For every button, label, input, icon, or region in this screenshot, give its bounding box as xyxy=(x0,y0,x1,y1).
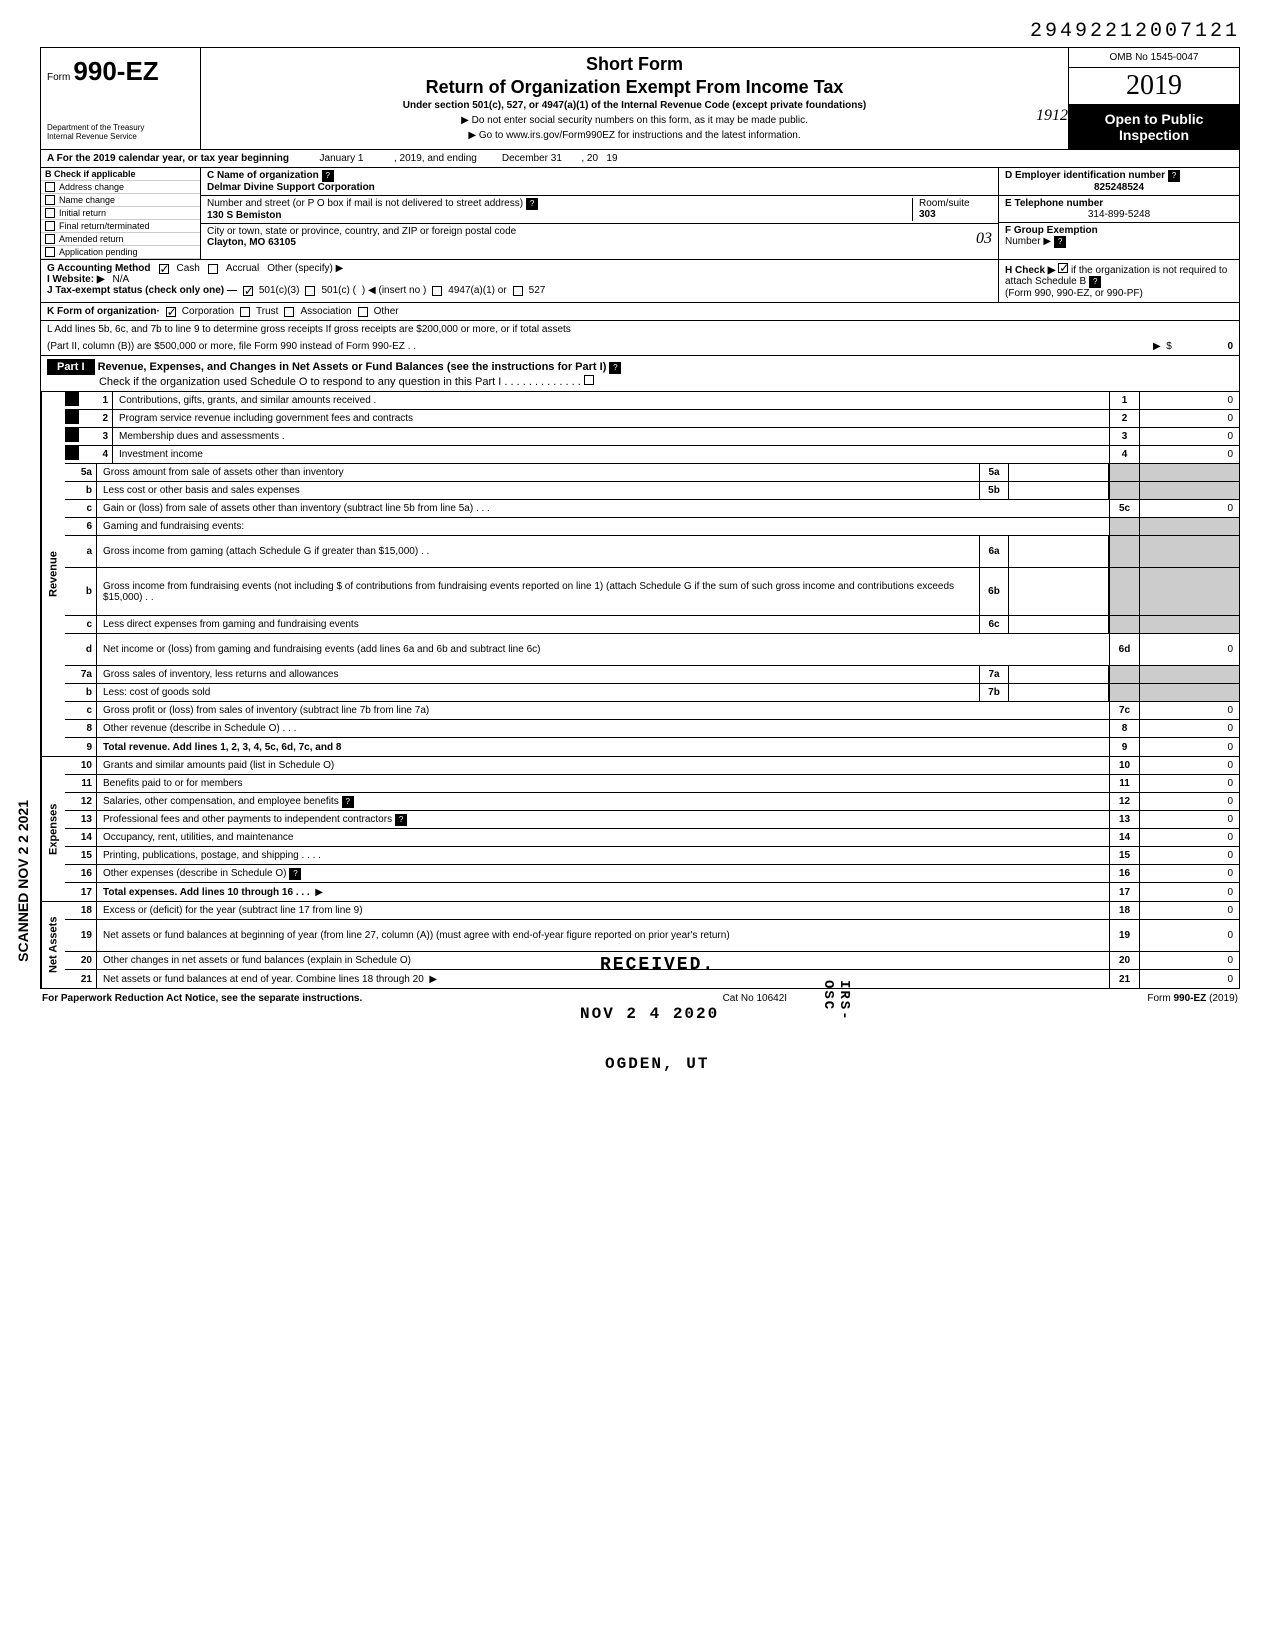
checkbox-cash[interactable] xyxy=(159,264,169,274)
expenses-label: Expenses xyxy=(41,757,65,901)
form-number: 990-EZ xyxy=(73,56,158,86)
irs-stamp: IRS-OSC xyxy=(820,980,852,1022)
short-form-label: Short Form xyxy=(211,54,1058,75)
row-a-calendar-year: A For the 2019 calendar year, or tax yea… xyxy=(40,150,1240,168)
catalog-number: Cat No 10642I xyxy=(723,993,788,1004)
website-value: N/A xyxy=(113,274,130,285)
tax-year: 2019 xyxy=(1069,68,1239,105)
help-icon[interactable]: ? xyxy=(1089,276,1101,288)
room-number: 303 xyxy=(919,209,936,220)
form-reference: Form 990-EZ (2019) xyxy=(1147,993,1238,1004)
street-label: Number and street (or P O box if mail is… xyxy=(207,198,523,209)
checkbox-corporation[interactable] xyxy=(166,307,176,317)
schedule-b-label: H Check ▶ xyxy=(1005,265,1055,276)
checkbox-schedule-b[interactable] xyxy=(1058,263,1068,273)
expenses-section: Expenses 10Grants and similar amounts pa… xyxy=(40,757,1240,902)
revenue-label: Revenue xyxy=(41,392,65,756)
accounting-label: G Accounting Method xyxy=(47,263,151,274)
help-icon[interactable]: ? xyxy=(526,198,538,210)
handwritten-code: 03 xyxy=(976,230,992,248)
omb-number: OMB No 1545-0047 xyxy=(1069,48,1239,68)
checkbox-schedule-o[interactable] xyxy=(584,375,594,385)
help-icon[interactable]: ? xyxy=(322,170,334,182)
public-inspection: Open to Public Inspection xyxy=(1069,105,1239,149)
website-label: I Website: ▶ xyxy=(47,274,105,285)
ein-value: 825248524 xyxy=(1094,182,1144,193)
net-assets-label: Net Assets xyxy=(41,902,65,988)
part-1-header: Part I Revenue, Expenses, and Changes in… xyxy=(40,356,1240,392)
row-k: K Form of organization· Corporation Trus… xyxy=(40,303,1240,321)
checkbox-accrual[interactable] xyxy=(208,264,218,274)
checkbox-final-return[interactable] xyxy=(45,221,55,231)
ogden-stamp: OGDEN, UT xyxy=(605,1055,709,1073)
checkbox-501c[interactable] xyxy=(305,286,315,296)
checkbox-amended[interactable] xyxy=(45,234,55,244)
section-b-c-d: B Check if applicable Address change Nam… xyxy=(40,168,1240,260)
phone-value: 314-899-5248 xyxy=(1088,209,1150,220)
dept-irs: Internal Revenue Service xyxy=(47,132,194,141)
document-number: 29492212007121 xyxy=(40,20,1240,43)
city-state-zip: Clayton, MO 63105 xyxy=(207,237,296,248)
instruction-website: ▶ Go to www.irs.gov/Form990EZ for instru… xyxy=(211,130,1058,141)
help-icon[interactable]: ? xyxy=(609,362,621,374)
checkbox-trust[interactable] xyxy=(240,307,250,317)
help-icon[interactable]: ? xyxy=(1168,170,1180,182)
checkbox-4947[interactable] xyxy=(432,286,442,296)
form-prefix: Form xyxy=(47,72,70,83)
room-label: Room/suite xyxy=(919,198,970,209)
checkbox-initial-return[interactable] xyxy=(45,208,55,218)
group-label: F Group Exemption xyxy=(1005,225,1098,236)
help-icon[interactable]: ? xyxy=(1054,236,1066,248)
paperwork-notice: For Paperwork Reduction Act Notice, see … xyxy=(42,993,362,1004)
city-label: City or town, state or province, country… xyxy=(207,226,516,237)
checkbox-pending[interactable] xyxy=(45,247,55,257)
scanned-stamp: SCANNED NOV 2 2 2021 xyxy=(15,800,31,962)
phone-label: E Telephone number xyxy=(1005,198,1103,209)
section-b-header: B Check if applicable xyxy=(45,169,136,179)
received-stamp: RECEIVED. xyxy=(600,955,715,975)
revenue-section: Revenue 1Contributions, gifts, grants, a… xyxy=(40,392,1240,757)
checkbox-527[interactable] xyxy=(513,286,523,296)
checkbox-name-change[interactable] xyxy=(45,195,55,205)
name-label: C Name of organization xyxy=(207,170,319,181)
ein-label: D Employer identification number xyxy=(1005,170,1165,181)
org-name: Delmar Divine Support Corporation xyxy=(207,182,375,193)
date-stamp: NOV 2 4 2020 xyxy=(580,1005,719,1023)
row-l: L Add lines 5b, 6c, and 7b to line 9 to … xyxy=(40,321,1240,356)
handwritten-year: 1912 xyxy=(1036,107,1068,125)
checkbox-501c3[interactable] xyxy=(243,286,253,296)
tax-exempt-label: J Tax-exempt status (check only one) — xyxy=(47,285,237,296)
checkbox-association[interactable] xyxy=(284,307,294,317)
checkbox-address-change[interactable] xyxy=(45,182,55,192)
group-number-label: Number ▶ xyxy=(1005,236,1051,247)
form-header: Form 990-EZ Department of the Treasury I… xyxy=(40,47,1240,150)
checkbox-other-org[interactable] xyxy=(358,307,368,317)
street-address: 130 S Bemiston xyxy=(207,210,281,221)
subtitle: Under section 501(c), 527, or 4947(a)(1)… xyxy=(211,100,1058,111)
main-title: Return of Organization Exempt From Incom… xyxy=(211,77,1058,98)
instruction-ssn: ▶ Do not enter social security numbers o… xyxy=(211,115,1058,126)
net-assets-section: Net Assets 18Excess or (deficit) for the… xyxy=(40,902,1240,989)
dept-treasury: Department of the Treasury xyxy=(47,123,194,132)
